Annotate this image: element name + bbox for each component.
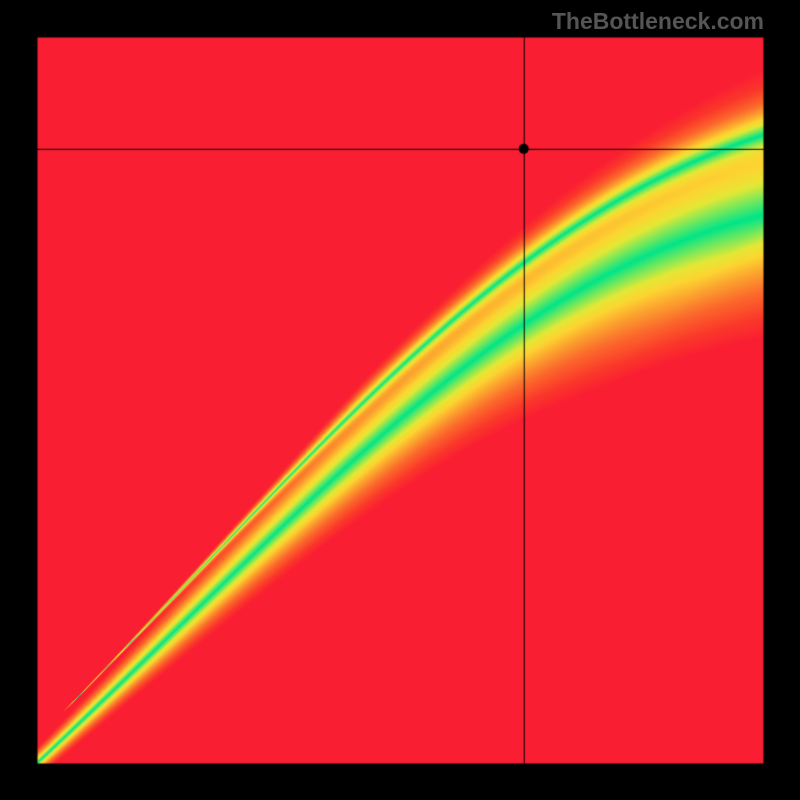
bottleneck-heatmap	[0, 0, 800, 800]
chart-container: { "canvas": { "width": 800, "height": 80…	[0, 0, 800, 800]
watermark-text: TheBottleneck.com	[552, 8, 764, 35]
